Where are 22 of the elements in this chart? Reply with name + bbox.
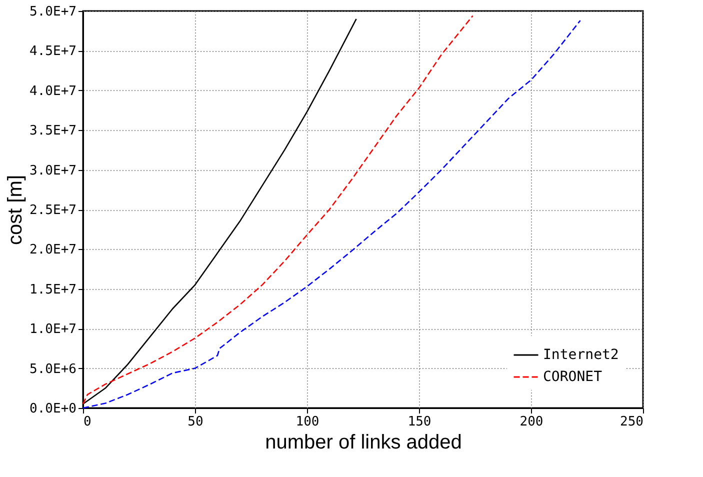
y-tick-label: 2.5E+7 xyxy=(30,203,76,218)
y-tick-label: 0.0E+0 xyxy=(30,402,76,416)
y-tick-label: 5.0E+7 xyxy=(30,4,76,20)
y-tick-label: 4.5E+7 xyxy=(30,44,76,60)
x-tick-label: 150 xyxy=(408,414,432,430)
line-series xyxy=(82,15,474,405)
y-tick-label: 3.0E+7 xyxy=(30,163,76,178)
x-tick-label: 0 xyxy=(84,414,92,430)
legend-label: CORONET xyxy=(543,369,603,385)
y-tick-label: 1.5E+7 xyxy=(30,282,76,298)
y-tick-label: 1.0E+7 xyxy=(30,322,76,338)
legend-label: Internet2 xyxy=(543,347,619,363)
y-tick-label: 4.0E+7 xyxy=(30,84,76,99)
x-tick-label: 50 xyxy=(188,414,204,430)
y-axis-title: cost [m] xyxy=(4,174,27,246)
x-tick-label: 200 xyxy=(520,414,544,430)
x-tick-label: 100 xyxy=(296,414,320,430)
y-tick-label: 3.5E+7 xyxy=(30,124,76,139)
y-tick-label: 2.0E+7 xyxy=(30,242,76,258)
x-tick-label: 250 xyxy=(620,414,644,430)
x-axis-title: number of links added xyxy=(265,432,462,454)
y-tick-label: 5.0E+6 xyxy=(30,362,76,377)
